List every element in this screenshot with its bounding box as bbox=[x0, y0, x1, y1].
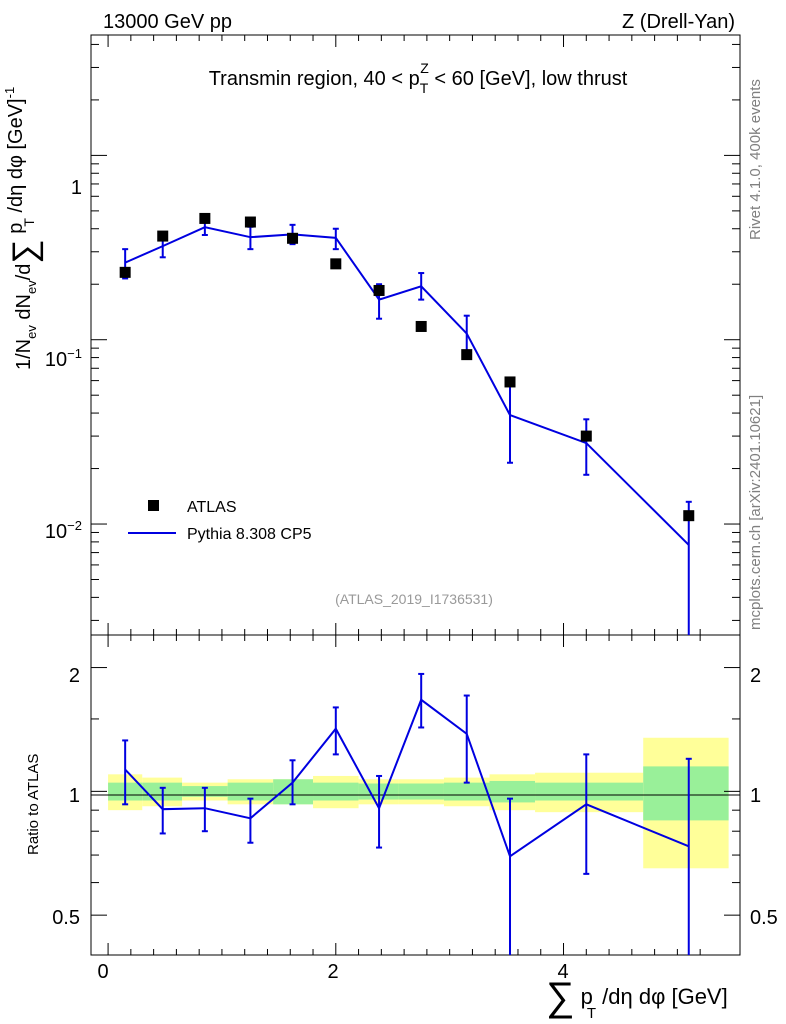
atlas-data-point bbox=[461, 349, 473, 361]
stat-uncertainty-band bbox=[313, 782, 359, 801]
mc-line bbox=[124, 226, 690, 546]
atlas-data-point bbox=[199, 212, 211, 224]
stat-uncertainty-band bbox=[643, 766, 729, 821]
atlas-data-point bbox=[244, 216, 256, 228]
atlas-data-point bbox=[373, 284, 385, 296]
rivet-label: Rivet 4.1.0, 400k events bbox=[747, 79, 764, 240]
uncertainty-bands bbox=[108, 737, 729, 869]
atlas-data-point bbox=[683, 510, 695, 522]
main-frame bbox=[90, 34, 741, 636]
atlas-data-point bbox=[330, 258, 342, 270]
atlas-data-point bbox=[415, 320, 427, 332]
atlas-data-point bbox=[287, 232, 299, 244]
stat-uncertainty-band bbox=[227, 782, 274, 801]
data-series-main bbox=[119, 212, 695, 522]
ratio-tick-label-right-2: 2 bbox=[750, 665, 761, 687]
mcplots-label: mcplots.cern.ch [arXiv:2401.10621] bbox=[747, 395, 764, 630]
atlas-data-point bbox=[157, 230, 169, 242]
stat-uncertainty-band bbox=[398, 783, 444, 800]
x-tick-label-2: 2 bbox=[327, 961, 338, 983]
process-label: Z (Drell-Yan) bbox=[622, 11, 735, 33]
mc-ratio-line bbox=[124, 698, 690, 858]
axis-ticks bbox=[91, 35, 740, 955]
atlas-data-point bbox=[119, 266, 131, 278]
ratio-tick-label-right-0.5: 0.5 bbox=[750, 907, 778, 929]
legend-atlas-marker bbox=[148, 500, 159, 511]
ratio-tick-label-right-1: 1 bbox=[750, 785, 761, 807]
ratio-axis-title: Ratio to ATLAS bbox=[25, 754, 42, 855]
y-tick-label-0.01: 10−2 bbox=[45, 518, 82, 543]
mc-series-ratio bbox=[122, 672, 692, 955]
legend-pythia-label: Pythia 8.308 CP5 bbox=[187, 526, 312, 543]
legend-atlas-label: ATLAS bbox=[187, 499, 237, 516]
x-tick-label-4: 4 bbox=[557, 961, 568, 983]
ratio-tick-label-2: 2 bbox=[69, 665, 80, 687]
stat-uncertainty-band bbox=[489, 780, 536, 803]
y-axis-title: 1/Nev dNev/d∑ pT /dη dφ [GeV]-1 bbox=[2, 87, 44, 370]
y-tick-label-1: 1 bbox=[71, 177, 82, 199]
plot-title: Transmin region, 40 < pTZ < 60 [GeV], lo… bbox=[209, 60, 628, 96]
stat-uncertainty-band bbox=[535, 782, 644, 801]
atlas-data-point bbox=[580, 430, 592, 442]
legend: ATLAS Pythia 8.308 CP5 bbox=[128, 499, 312, 543]
ratio-tick-label-1: 1 bbox=[69, 785, 80, 807]
analysis-id: (ATLAS_2019_I1736531) bbox=[335, 591, 493, 607]
atlas-data-point bbox=[504, 376, 516, 388]
ratio-tick-label-0.5: 0.5 bbox=[52, 907, 80, 929]
collision-label: 13000 GeV pp bbox=[103, 11, 232, 33]
x-tick-label-0: 0 bbox=[97, 961, 108, 983]
y-tick-label-0.1: 10−1 bbox=[45, 346, 82, 371]
mc-series-main bbox=[122, 218, 692, 635]
stat-uncertainty-band bbox=[443, 782, 490, 801]
